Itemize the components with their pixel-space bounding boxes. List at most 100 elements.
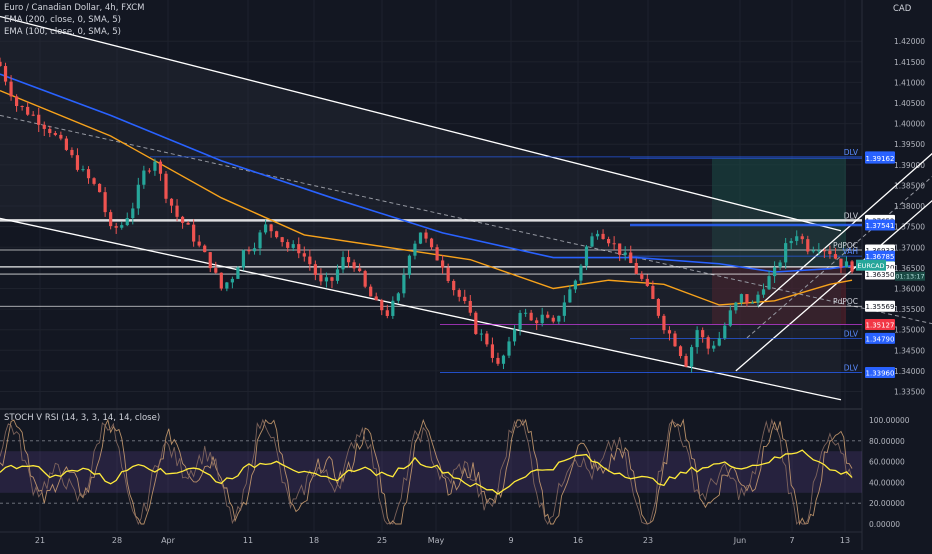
candle-body xyxy=(806,239,810,252)
candle-body xyxy=(164,173,168,199)
candle-body xyxy=(573,280,578,290)
candle-body xyxy=(341,257,345,270)
y-tick-label: 1.37500 xyxy=(894,223,925,232)
y-tick-label: 1.39000 xyxy=(894,161,925,170)
candle-body xyxy=(0,61,2,67)
candle-body xyxy=(48,128,52,134)
y-tick-label: 1.38500 xyxy=(894,181,925,190)
y-tick-label: 1.36000 xyxy=(894,284,925,293)
price-tag: 1.37541 xyxy=(866,222,895,230)
candle-body xyxy=(280,237,284,243)
candle-body xyxy=(618,243,622,255)
candle-body xyxy=(313,264,317,275)
x-tick-label: Apr xyxy=(161,536,176,545)
level-label: PdPOC xyxy=(833,297,858,306)
y-tick-label: 1.41500 xyxy=(894,58,925,67)
x-tick-label: 7 xyxy=(789,536,794,545)
candle-body xyxy=(839,258,843,268)
candle-body xyxy=(9,81,13,97)
candle-body xyxy=(369,286,373,297)
candle-body xyxy=(496,357,500,364)
y-tick-label: 1.39500 xyxy=(894,140,925,149)
countdown-bg xyxy=(895,271,925,281)
candle-body xyxy=(429,238,434,248)
price-tag-bg xyxy=(865,300,895,312)
candle-body xyxy=(335,269,340,281)
candle-body xyxy=(452,280,456,291)
candle-body xyxy=(424,232,428,239)
candle-body xyxy=(623,252,627,255)
candle-body xyxy=(568,289,572,303)
candle-body xyxy=(186,222,190,225)
descending-channel-lower xyxy=(0,217,842,401)
candle-body xyxy=(396,293,400,301)
descending-channel-upper xyxy=(0,15,842,232)
candle-body xyxy=(850,261,854,272)
candle-body xyxy=(275,231,279,238)
candle-body xyxy=(706,337,710,349)
price-tag-bg xyxy=(865,367,895,379)
stoch-tick-label: 0.00000 xyxy=(869,520,900,529)
rsi-line xyxy=(0,449,853,495)
x-tick-label: Jun xyxy=(733,536,747,545)
level-label: PdPOC xyxy=(833,241,858,250)
candle-body xyxy=(241,250,246,268)
candle-body xyxy=(31,114,35,116)
candle-body xyxy=(70,149,74,156)
candle-body xyxy=(789,240,793,244)
countdown: 01:13:17 xyxy=(895,273,924,281)
descending-channel-fill xyxy=(0,16,841,400)
y-tick-label: 1.40000 xyxy=(894,120,925,129)
candle-body xyxy=(297,244,301,254)
candle-body xyxy=(540,314,544,324)
candle-body xyxy=(180,216,185,223)
candle-body xyxy=(634,263,638,274)
candle-body xyxy=(501,355,506,364)
candle-body xyxy=(645,278,649,286)
candle-body xyxy=(750,302,755,304)
candle-body xyxy=(153,161,157,171)
x-tick-label: 21 xyxy=(35,536,45,545)
candle-body xyxy=(203,245,207,253)
candle-body xyxy=(269,224,273,232)
level-label: DLV xyxy=(844,364,859,373)
y-tick-label: 1.38000 xyxy=(894,202,925,211)
stoch-tick-label: 80.00000 xyxy=(869,437,905,446)
candle-body xyxy=(125,218,129,226)
candle-body xyxy=(103,192,107,213)
candle-body xyxy=(695,330,699,348)
x-tick-label: 28 xyxy=(112,536,122,545)
y-tick-label: 1.41000 xyxy=(894,78,925,87)
stoch-k-line xyxy=(0,418,853,526)
candle-body xyxy=(833,254,838,259)
candle-body xyxy=(114,226,118,228)
candle-body xyxy=(717,338,721,346)
candle-body xyxy=(308,256,312,265)
stoch-tick-label: 20.00000 xyxy=(869,499,905,508)
y-tick-label: 1.34500 xyxy=(894,346,925,355)
candle-body xyxy=(446,267,450,281)
candle-body xyxy=(441,260,445,268)
x-tick-label: 18 xyxy=(309,536,319,545)
candle-body xyxy=(86,169,91,179)
candle-body xyxy=(734,302,738,311)
candle-body xyxy=(14,96,19,107)
candle-body xyxy=(756,294,760,303)
candle-body xyxy=(474,312,478,334)
candle-body xyxy=(97,183,102,193)
candle-body xyxy=(817,250,821,252)
level-label: VAH xyxy=(843,247,858,256)
candle-body xyxy=(612,243,616,245)
candle-body xyxy=(319,274,323,282)
candle-body xyxy=(225,282,229,289)
candle-body xyxy=(402,274,406,294)
candle-body xyxy=(258,232,262,249)
ascending-channel-lower xyxy=(735,199,932,372)
candle-body xyxy=(380,300,384,311)
stoch-d-line xyxy=(0,418,853,526)
candle-body xyxy=(490,344,495,358)
candle-body xyxy=(263,224,268,233)
price-tag: 1.35569 xyxy=(866,303,895,311)
candle-body xyxy=(656,298,660,316)
